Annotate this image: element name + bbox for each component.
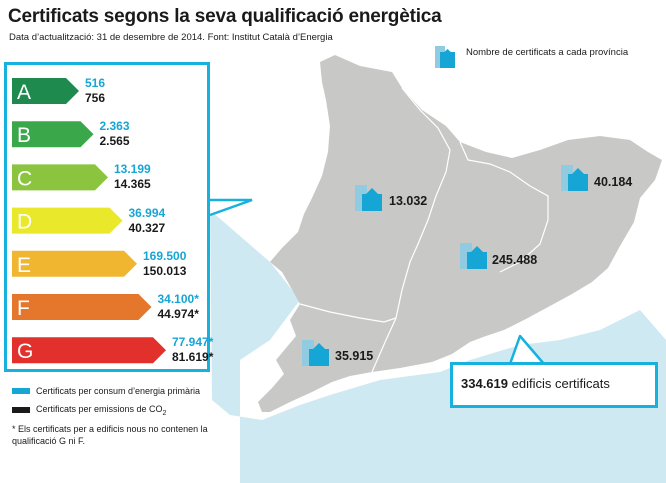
total-caption: edificis certificats bbox=[512, 376, 610, 391]
legend-emissions-text: Certificats per emissions de CO bbox=[36, 404, 163, 414]
rating-grade-label: E bbox=[17, 254, 31, 277]
primary-energy-value: 516 bbox=[85, 76, 105, 90]
rating-arrow-e: E bbox=[12, 251, 137, 277]
total-value: 334.619 bbox=[461, 376, 508, 391]
emissions-value: 14.365 bbox=[114, 177, 151, 191]
province-value: 13.032 bbox=[389, 194, 427, 208]
emissions-swatch bbox=[12, 407, 30, 413]
legend-primary-label: Certificats per consum d’energia primàri… bbox=[36, 386, 200, 396]
primary-energy-value: 34.100* bbox=[158, 292, 199, 306]
province-value: 40.184 bbox=[594, 175, 632, 189]
rating-arrow-a: A bbox=[12, 78, 79, 104]
emissions-value: 81.619* bbox=[172, 350, 213, 364]
legend-primary: Certificats per consum d’energia primàri… bbox=[12, 386, 200, 396]
emissions-value: 2.565 bbox=[100, 134, 130, 148]
map-legend-label: Nombre de certificats a cada província bbox=[466, 47, 628, 58]
primary-swatch bbox=[12, 388, 30, 394]
emissions-value: 44.974* bbox=[158, 307, 199, 321]
rating-arrow-g: G bbox=[12, 337, 166, 363]
rating-arrow-shape bbox=[12, 337, 166, 363]
total-label: 334.619 edificis certificats bbox=[461, 376, 610, 391]
emissions-value: 40.327 bbox=[129, 221, 166, 235]
rating-arrow-shape bbox=[12, 294, 152, 320]
primary-energy-value: 169.500 bbox=[143, 249, 186, 263]
province-value: 35.915 bbox=[335, 349, 373, 363]
primary-energy-value: 36.994 bbox=[129, 206, 166, 220]
legend-emissions: Certificats per emissions de CO2 bbox=[12, 404, 166, 417]
footnote: * Els certificats per a edificis nous no… bbox=[12, 424, 212, 447]
rating-arrow-f: F bbox=[12, 294, 152, 320]
rating-grade-label: F bbox=[17, 297, 30, 320]
legend-emissions-label: Certificats per emissions de CO2 bbox=[36, 404, 166, 417]
emissions-value: 756 bbox=[85, 91, 105, 105]
primary-energy-value: 13.199 bbox=[114, 162, 151, 176]
legend-emissions-sub: 2 bbox=[163, 410, 167, 417]
primary-energy-value: 2.363 bbox=[100, 119, 130, 133]
primary-energy-value: 77.947* bbox=[172, 335, 213, 349]
province-value: 245.488 bbox=[492, 253, 537, 267]
rating-arrow-b: B bbox=[12, 121, 94, 147]
rating-grade-label: D bbox=[17, 211, 32, 234]
rating-grade-label: C bbox=[17, 167, 32, 190]
rating-grade-label: B bbox=[17, 124, 31, 147]
rating-arrow-c: C bbox=[12, 164, 108, 190]
house-icon bbox=[435, 46, 455, 68]
rating-grade-label: A bbox=[17, 81, 31, 104]
rating-grade-label: G bbox=[17, 340, 33, 363]
rating-arrow-d: D bbox=[12, 208, 123, 234]
emissions-value: 150.013 bbox=[143, 264, 186, 278]
